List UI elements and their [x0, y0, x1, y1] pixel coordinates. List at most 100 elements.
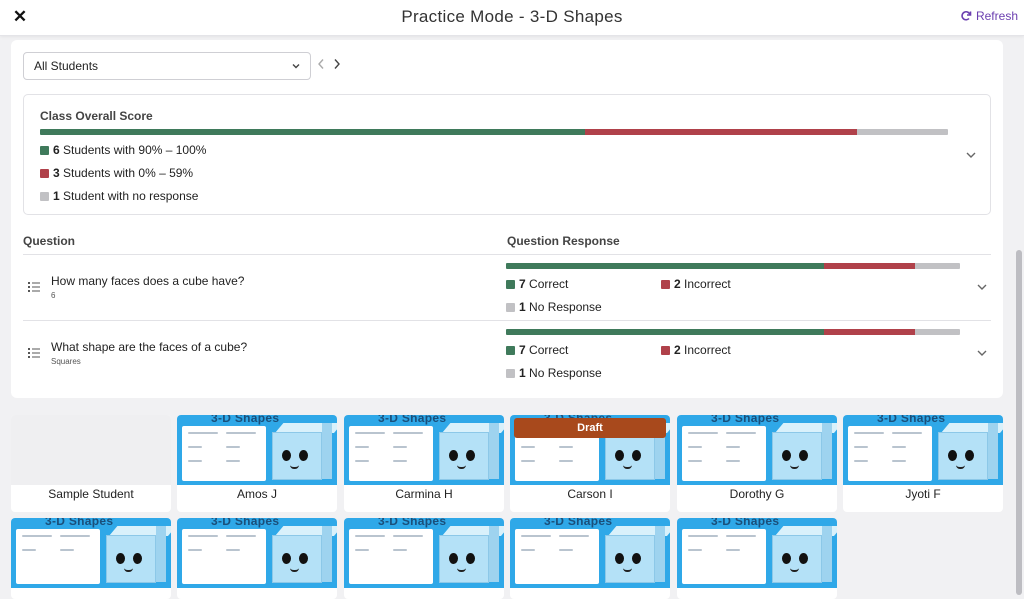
student-name: Dorothy G [729, 487, 785, 501]
refresh-button[interactable]: Refresh [960, 9, 1018, 23]
row-divider [23, 320, 991, 321]
chevron-down-icon [292, 64, 300, 69]
none-swatch [506, 368, 515, 378]
response-correct: 7 Correct [506, 277, 568, 291]
response-incorrect: 2 Incorrect [661, 277, 731, 291]
student-tile[interactable]: 3-D Shapes [177, 518, 337, 599]
student-thumbnail: 3-D Shapes [510, 518, 670, 588]
correct-swatch [506, 345, 515, 355]
student-thumbnail: 3-D Shapes Draft [510, 415, 670, 485]
student-thumbnail [11, 415, 171, 485]
student-tile-amos-j[interactable]: 3-D Shapes Amos J [177, 415, 337, 512]
legend-low-count: 3 [53, 166, 60, 180]
class-overall-score-panel: Class Overall Score 6 Students with 90% … [23, 94, 991, 215]
student-tile-dorothy-g[interactable]: 3-D Shapes Dorothy G [677, 415, 837, 512]
student-name: Carmina H [395, 487, 453, 501]
thumbnail-header: 3-D Shapes [211, 415, 280, 425]
student-tile[interactable]: 3-D Shapes [11, 518, 171, 599]
student-thumbnail: 3-D Shapes [11, 518, 171, 588]
thumbnail-header: 3-D Shapes [711, 415, 780, 425]
none-swatch [506, 302, 515, 312]
question-answer: 6 [51, 291, 56, 300]
student-thumbnail: 3-D Shapes [344, 415, 504, 485]
thumbnail-header: 3-D Shapes [211, 518, 280, 528]
legend-high-text: Students with 90% – 100% [59, 143, 207, 157]
chevron-down-icon[interactable] [965, 150, 977, 160]
student-tile-carmina-h[interactable]: 3-D Shapes Carmina H [344, 415, 504, 512]
overall-bar-high-segment [40, 129, 585, 135]
student-tile-sample-student[interactable]: Sample Student [11, 415, 171, 512]
class-overall-score-label: Class Overall Score [40, 109, 153, 123]
incorrect-swatch [661, 279, 670, 289]
legend-low-text: Students with 0% – 59% [59, 166, 194, 180]
response-incorrect: 2 Incorrect [661, 343, 731, 357]
student-name: Sample Student [48, 487, 134, 501]
question-column-header: Question [23, 234, 76, 248]
list-icon [28, 348, 40, 358]
student-tile[interactable]: 3-D Shapes [510, 518, 670, 599]
thumbnail-header: 3-D Shapes [45, 518, 114, 528]
response-bar-incorrect-segment [823, 329, 915, 335]
scrollbar-thumb[interactable] [1016, 250, 1022, 595]
refresh-icon [961, 11, 972, 21]
incorrect-label: Incorrect [680, 343, 731, 357]
chevron-right-icon[interactable] [332, 58, 342, 70]
draft-badge: Draft [514, 418, 666, 438]
incorrect-label: Incorrect [680, 277, 731, 291]
incorrect-count: 2 [674, 343, 681, 357]
student-thumbnail: 3-D Shapes [677, 518, 837, 588]
response-bar-correct-segment [506, 263, 824, 269]
chevron-left-icon[interactable] [316, 58, 326, 70]
correct-count: 7 [519, 277, 526, 291]
thumbnail-header: 3-D Shapes [378, 415, 447, 425]
student-thumbnail: 3-D Shapes [177, 518, 337, 588]
response-bar-incorrect-segment [823, 263, 915, 269]
student-thumbnail: 3-D Shapes [344, 518, 504, 588]
chevron-down-icon[interactable] [976, 348, 988, 358]
student-filter-value: All Students [34, 59, 99, 73]
correct-label: Correct [525, 343, 569, 357]
student-name: Carson I [567, 487, 613, 501]
correct-swatch [506, 279, 515, 289]
thumbnail-header: 3-D Shapes [877, 415, 946, 425]
response-none: 1 No Response [506, 366, 602, 380]
student-thumbnail: 3-D Shapes [677, 415, 837, 485]
close-button[interactable]: ✕ [10, 7, 30, 27]
student-filter-select[interactable]: All Students [23, 52, 311, 80]
top-bar: ✕ Practice Mode - 3-D Shapes Refresh [0, 0, 1024, 36]
response-bar-none-segment [914, 329, 960, 335]
legend-none: 1 Student with no response [40, 189, 198, 203]
question-answer: Squares [51, 357, 81, 366]
incorrect-count: 2 [674, 277, 681, 291]
question-title: What shape are the faces of a cube? [51, 340, 248, 354]
student-tile[interactable]: 3-D Shapes [344, 518, 504, 599]
response-bar-correct-segment [506, 329, 824, 335]
correct-count: 7 [519, 343, 526, 357]
question-title: How many faces does a cube have? [51, 274, 245, 288]
thumbnail-header: 3-D Shapes [544, 518, 613, 528]
legend-high-count: 6 [53, 143, 60, 157]
overall-bar-low-segment [584, 129, 858, 135]
overall-bar-none-segment [857, 129, 948, 135]
table-divider [23, 254, 991, 255]
legend-none-count: 1 [53, 189, 60, 203]
student-tile-carson-i[interactable]: 3-D Shapes Draft Carson I [510, 415, 670, 512]
legend-none-text: Student with no response [59, 189, 199, 203]
student-thumbnail: 3-D Shapes [177, 415, 337, 485]
report-card: All Students Class Overall Score 6 Stude… [11, 40, 1003, 398]
student-name: Amos J [236, 487, 277, 501]
student-tile-jyoti-f[interactable]: 3-D Shapes Jyoti F [843, 415, 1003, 512]
legend-low-swatch [40, 168, 49, 178]
list-icon [28, 282, 40, 292]
chevron-down-icon[interactable] [976, 282, 988, 292]
legend-high: 6 Students with 90% – 100% [40, 143, 206, 157]
none-count: 1 [519, 300, 526, 314]
response-column-header: Question Response [507, 234, 620, 248]
legend-low: 3 Students with 0% – 59% [40, 166, 193, 180]
question-response-bar [506, 329, 960, 335]
overall-score-bar [40, 129, 948, 135]
student-tile[interactable]: 3-D Shapes [677, 518, 837, 599]
response-correct: 7 Correct [506, 343, 568, 357]
close-icon: ✕ [12, 7, 28, 26]
thumbnail-header: 3-D Shapes [378, 518, 447, 528]
